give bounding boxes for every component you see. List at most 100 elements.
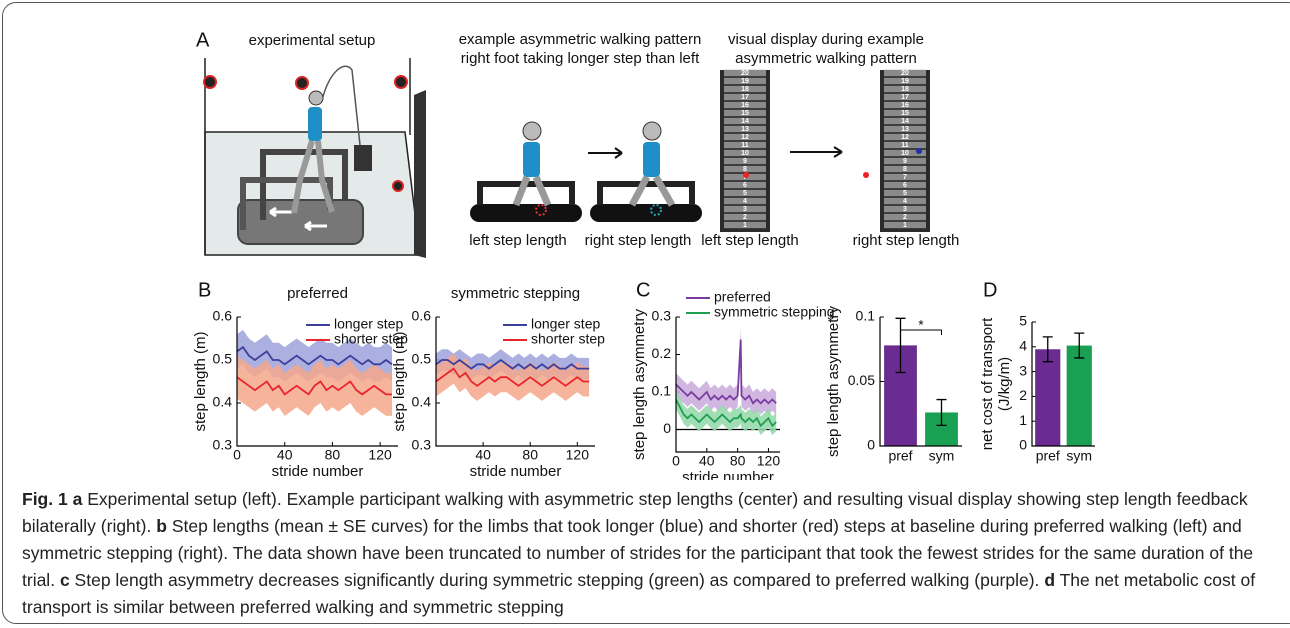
- y-tick-label: 2: [1019, 387, 1027, 403]
- y-tick-label: 0.3: [412, 437, 432, 453]
- display-number: 1: [903, 222, 907, 229]
- camera: [295, 76, 309, 90]
- display-row: [724, 117, 766, 125]
- legend-label: shorter step: [334, 331, 408, 347]
- caption-label: Fig. 1: [22, 489, 68, 509]
- chart: preferred step length (m) stride number 0.3…: [192, 285, 408, 480]
- legs: [512, 175, 552, 207]
- display-number: 13: [741, 126, 749, 133]
- significance-label: *: [918, 317, 924, 333]
- torso: [643, 142, 660, 177]
- display-number: 9: [743, 158, 747, 165]
- y-tick-label: 5: [1019, 313, 1027, 329]
- step-label: left step length: [701, 232, 799, 249]
- x-tick-label: 40: [699, 453, 715, 469]
- display-number: 17: [901, 94, 909, 101]
- display-number: 15: [901, 110, 909, 117]
- display-number: 20: [741, 70, 749, 77]
- x-tick-label: 80: [730, 453, 746, 469]
- x-tick-label: 80: [325, 447, 341, 463]
- x-tick-label: sym: [929, 448, 955, 464]
- legend-label: longer step: [531, 316, 600, 332]
- error-bar: [1074, 332, 1085, 359]
- caption-letter: d: [1044, 570, 1056, 590]
- display-row: [884, 117, 926, 125]
- y-tick-label: 0.2: [652, 345, 672, 361]
- y-tick-label: 0.3: [652, 308, 672, 324]
- display-number: 2: [903, 214, 907, 221]
- legend-label: shorter step: [531, 331, 605, 347]
- caption-text: Step length asymmetry decreases signific…: [74, 570, 1040, 590]
- display-number: 15: [741, 110, 749, 117]
- bar: [1066, 345, 1092, 446]
- display-number: 9: [903, 158, 907, 165]
- display-number: 6: [903, 182, 907, 189]
- left-step-dot: [743, 172, 749, 178]
- chart-title: preferred: [287, 285, 348, 302]
- axes: [1031, 322, 1095, 447]
- panel-a-art: [203, 58, 930, 258]
- x-tick-label: 120: [757, 453, 781, 469]
- display-row: [884, 85, 926, 93]
- display-row: [884, 205, 926, 213]
- display-row: [724, 85, 766, 93]
- display-row: [884, 181, 926, 189]
- screen: [414, 90, 426, 258]
- step-label: right step length: [585, 232, 692, 249]
- participant-head: [308, 90, 324, 106]
- display-number: 12: [901, 134, 909, 141]
- display-row: [884, 221, 926, 229]
- display-number: 11: [741, 142, 749, 149]
- display-row: [884, 69, 926, 77]
- caption-text: Experimental setup (left). Example parti…: [22, 489, 1248, 536]
- y-axis-label: step length asymmetry: [825, 306, 842, 457]
- y-axis-label: net cost of transport: [979, 317, 996, 450]
- y-tick-label: 0.05: [848, 372, 875, 388]
- display-number: 4: [903, 198, 907, 205]
- display-number: 6: [743, 182, 747, 189]
- display-number: 16: [901, 102, 909, 109]
- caption-letter: a: [72, 489, 83, 509]
- display-row: [884, 93, 926, 101]
- y-axis-label: step length asymmetry: [631, 309, 648, 460]
- chart: net cost of transport (J/kg/m) 0 1 2 3 4 5 pref s…: [979, 313, 1095, 464]
- legend-label: symmetric stepping: [714, 304, 835, 320]
- y-tick-label: 0.4: [213, 394, 233, 410]
- display-number: 16: [741, 102, 749, 109]
- axes: [435, 317, 595, 447]
- panel-label: C: [636, 279, 650, 301]
- foot-marker: [650, 204, 662, 216]
- significance-bracket: [900, 329, 942, 335]
- torso: [523, 142, 540, 177]
- display-row: [884, 141, 926, 149]
- display-row: [724, 213, 766, 221]
- figure: A experimental setup example asymmetric …: [192, 29, 1095, 480]
- y-tick-label: 0.1: [652, 383, 672, 399]
- display-number: 11: [901, 142, 909, 149]
- display-row: [884, 149, 926, 157]
- legend-label: longer step: [334, 316, 403, 332]
- error-band: [676, 390, 777, 436]
- display-row: [724, 157, 766, 165]
- display-number: 3: [903, 206, 907, 213]
- caption-text: Step lengths (mean ± SE curves) for the …: [22, 516, 1254, 590]
- y-tick-label: 1: [1019, 412, 1027, 428]
- display-row: [884, 157, 926, 165]
- display-row: [724, 205, 766, 213]
- participant-torso: [308, 107, 322, 141]
- camera: [394, 75, 408, 89]
- display-row: [724, 77, 766, 85]
- axes: [675, 317, 780, 453]
- caption-text: The net metabolic cost of transport is s…: [22, 570, 1256, 617]
- head: [522, 121, 542, 141]
- x-tick-label: 120: [368, 447, 392, 463]
- foot-marker: [535, 204, 547, 216]
- display-row: [884, 173, 926, 181]
- step-label: right step length: [853, 232, 960, 249]
- x-tick-label: 0: [233, 447, 241, 463]
- caption-letter: c: [59, 570, 70, 590]
- display-row: [724, 133, 766, 141]
- display-row: [884, 101, 926, 109]
